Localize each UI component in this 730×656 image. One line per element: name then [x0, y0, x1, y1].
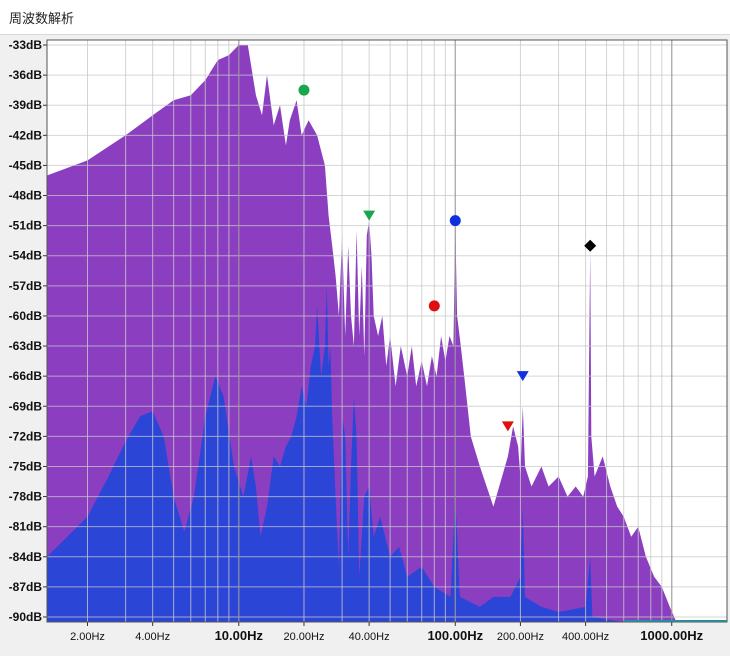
- peak-marker-circle: [449, 215, 461, 227]
- y-tick-label: -63dB: [9, 339, 43, 353]
- spectrum-plot: -33dB -36dB -39dB -42dB -45dB -48dB -51dB -54dB…: [9, 38, 728, 643]
- y-tick-label: -66dB: [9, 369, 43, 383]
- y-tick-label: -33dB: [9, 38, 43, 52]
- y-tick-label: -69dB: [9, 399, 43, 413]
- y-tick-label: -39dB: [9, 98, 43, 112]
- x-tick-label: 20.00Hz: [283, 631, 324, 643]
- x-tick-label: 40.00Hz: [349, 631, 390, 643]
- y-tick-label: -48dB: [9, 189, 43, 203]
- x-tick-label: 1000.00Hz: [640, 628, 703, 643]
- peak-marker-triangle: [363, 210, 376, 221]
- spectrum-chart: -33dB -36dB -39dB -42dB -45dB -48dB -51dB -54dB…: [0, 35, 730, 651]
- peak-marker-triangle: [501, 421, 514, 432]
- y-tick-label: -36dB: [9, 68, 43, 82]
- series-area-1: [47, 285, 727, 622]
- x-tick-label: 2.00Hz: [70, 631, 105, 643]
- x-tick-label: 4.00Hz: [135, 631, 170, 643]
- x-tick-label: 100.00Hz: [427, 628, 483, 643]
- plot-frame: [46, 39, 728, 623]
- window-title: 周波数解析: [9, 12, 75, 27]
- y-tick-label: -60dB: [9, 309, 43, 323]
- window-titlebar: 周波数解析: [0, 0, 730, 35]
- y-tick-label: -72dB: [9, 429, 43, 443]
- y-tick-label: -90dB: [9, 610, 43, 624]
- y-tick-label: -75dB: [9, 459, 43, 473]
- x-tick-label: 200.00Hz: [497, 631, 544, 643]
- y-tick-label: -51dB: [9, 219, 43, 233]
- peak-marker-diamond: [584, 239, 597, 252]
- y-tick-label: -57dB: [9, 279, 43, 293]
- y-tick-label: -81dB: [9, 520, 43, 534]
- y-tick-label: -87dB: [9, 580, 43, 594]
- y-tick-label: -84dB: [9, 550, 43, 564]
- peak-marker-triangle: [516, 371, 529, 382]
- peak-marker-circle: [428, 300, 440, 312]
- y-tick-label: -45dB: [9, 158, 43, 172]
- x-tick-label: 400.00Hz: [562, 631, 609, 643]
- y-tick-label: -54dB: [9, 249, 43, 263]
- x-tick-label: 10.00Hz: [215, 628, 264, 643]
- peak-marker-circle: [298, 84, 310, 96]
- y-tick-label: -42dB: [9, 128, 43, 142]
- y-tick-label: -78dB: [9, 490, 43, 504]
